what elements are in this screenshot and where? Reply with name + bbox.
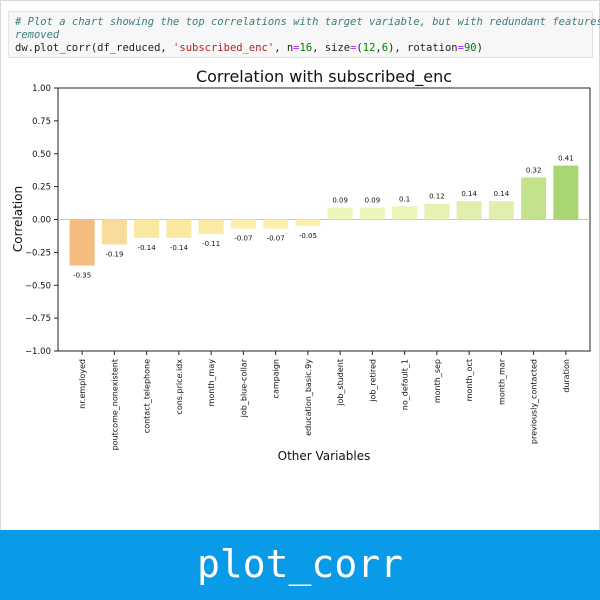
y-tick-label: −1.00	[25, 347, 51, 357]
data-label: 0.1	[399, 195, 410, 203]
data-label: 0.12	[429, 193, 445, 201]
code-comment-line-1: # Plot a chart showing the top correlati…	[15, 16, 600, 28]
x-tick-label: job_student	[336, 359, 345, 407]
code-size-a: 12	[362, 42, 376, 54]
bar	[230, 219, 256, 229]
data-label: -0.07	[234, 235, 252, 243]
bar	[198, 219, 224, 234]
y-tick-label: −0.50	[25, 281, 51, 291]
x-tick-label: no_default_1	[401, 359, 410, 410]
correlation-chart: Correlation with subscribed_enc Correlat…	[11, 67, 591, 463]
y-tick-label: 0.00	[32, 216, 51, 226]
code-comment-line-2: removed	[15, 29, 60, 41]
x-axis-label: Other Variables	[278, 449, 371, 463]
bar	[166, 219, 192, 238]
y-tick-label: 1.00	[32, 84, 51, 94]
code-eq-rotation: =	[457, 42, 464, 54]
bar	[69, 219, 95, 266]
x-tick-label: month_oct	[465, 359, 474, 401]
data-label: 0.09	[365, 197, 381, 205]
data-label: 0.14	[494, 190, 510, 198]
data-label: 0.09	[332, 197, 348, 205]
x-tick-label: job_blue-collar	[239, 358, 248, 418]
data-label: -0.14	[138, 244, 157, 252]
banner	[0, 530, 600, 600]
x-tick-label: cons.price.idx	[175, 359, 184, 415]
data-label: -0.14	[170, 244, 189, 252]
x-tick-label: month_may	[207, 359, 216, 407]
bar	[392, 206, 418, 220]
x-tick-label: previously_contacted	[530, 359, 539, 444]
code-cell[interactable]: # Plot a chart showing the top correlati…	[8, 11, 600, 58]
code-size-b: 6	[381, 42, 389, 54]
bar	[295, 219, 321, 227]
data-label: -0.19	[105, 250, 123, 258]
y-tick-label: 0.75	[32, 117, 51, 127]
code-rotation-key: ), rotation	[388, 42, 458, 54]
x-tick-label: nr.employed	[78, 359, 87, 409]
code-call-prefix: dw.plot_corr(df_reduced,	[15, 42, 174, 54]
bar	[424, 203, 450, 220]
bar	[456, 201, 482, 220]
bar	[359, 207, 385, 220]
code-rotation-value: 90	[463, 42, 477, 54]
x-tick-label: poutcome_nonexistent	[110, 359, 119, 450]
y-tick-label: −0.25	[25, 248, 51, 258]
x-tick-label: job_retired	[368, 359, 377, 403]
code-call-end: )	[476, 42, 483, 54]
data-label: 0.32	[526, 166, 542, 174]
x-tick-label: month_mar	[497, 358, 506, 405]
y-tick-label: 0.25	[32, 183, 51, 193]
data-label: 0.14	[461, 190, 477, 198]
bar	[263, 219, 289, 229]
code-target-string: 'subscribed_enc'	[173, 42, 275, 54]
chart-title: Correlation with subscribed_enc	[196, 67, 452, 87]
code-eq-n: =	[293, 42, 300, 54]
code-n-key: , n	[274, 42, 294, 54]
x-tick-label: month_sep	[433, 359, 442, 403]
bar	[553, 165, 579, 220]
x-tick-label: contact_telephone	[143, 359, 152, 433]
y-tick-label: −0.75	[25, 314, 51, 324]
code-n-value: 16	[299, 42, 313, 54]
data-label: -0.07	[267, 235, 285, 243]
plot-area: 1.00 0.75 0.50 0.25 0.00 −0.25 −0.50 −0.75 −1.00…	[25, 84, 591, 450]
code-size-key: , size	[312, 42, 351, 54]
code-size-sep: ,	[375, 42, 382, 54]
data-label: -0.05	[299, 232, 317, 240]
bar	[521, 177, 547, 220]
x-tick-label: campaign	[272, 359, 281, 398]
code-call-line: dw.plot_corr(df_reduced, 'subscribed_enc…	[15, 42, 483, 54]
x-tick-label: duration	[562, 359, 571, 393]
data-label: -0.35	[73, 272, 91, 280]
bar	[134, 219, 160, 238]
y-tick-label: 0.50	[32, 150, 51, 160]
bar	[488, 201, 514, 220]
y-axis-label: Correlation	[11, 186, 25, 252]
bar	[101, 219, 127, 245]
data-label: -0.11	[202, 240, 220, 248]
bar	[327, 207, 353, 220]
banner-title: plot_corr	[197, 542, 403, 586]
x-tick-label: education_basic.9y	[304, 359, 313, 436]
data-label: 0.41	[558, 155, 574, 163]
code-eq-size: =	[350, 42, 357, 54]
